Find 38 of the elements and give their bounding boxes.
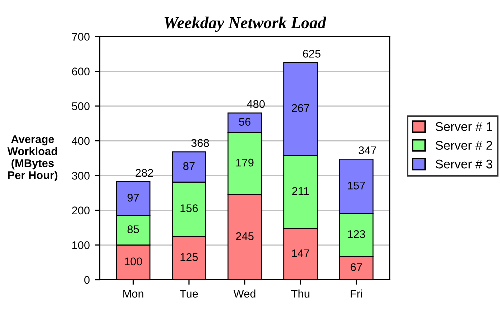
data-label: 211 (292, 187, 310, 196)
data-label: 179 (236, 158, 254, 167)
y-tick-label: 700 (72, 33, 90, 41)
x-tick-label: Fri (350, 290, 362, 298)
data-label: 87 (184, 162, 195, 170)
total-label: 368 (192, 139, 210, 148)
legend-label: Server # 1 (436, 122, 492, 132)
y-tick-label: 400 (72, 137, 90, 146)
data-label: 157 (348, 182, 366, 190)
y-tick-label: 300 (72, 172, 90, 180)
total-label: 480 (247, 100, 265, 108)
total-label: 625 (303, 50, 321, 58)
total-label: 347 (358, 146, 376, 154)
data-label: 123 (348, 230, 366, 238)
data-label: 156 (180, 204, 198, 212)
data-label: 97 (128, 194, 140, 202)
y-tick-label: 600 (72, 68, 90, 76)
data-label: 147 (292, 250, 310, 258)
x-tick-label: Tue (180, 290, 198, 298)
data-label: 267 (292, 104, 310, 112)
legend-label: Server # 2 (436, 141, 492, 150)
x-tick-label: Wed (234, 290, 256, 298)
total-label: 282 (136, 169, 154, 178)
y-tick-label: 200 (72, 206, 90, 215)
chart-title: Weekday Network Load (164, 16, 327, 32)
x-tick-label: Mon (124, 290, 144, 298)
legend-label: Server # 3 (436, 160, 492, 169)
data-label: 85 (128, 226, 140, 234)
data-label: 67 (350, 263, 362, 272)
x-tick-label: Thu (291, 290, 310, 298)
data-label: 100 (125, 258, 142, 266)
data-label: 245 (236, 232, 254, 240)
y-tick-label: 0 (84, 276, 90, 284)
data-label: 56 (239, 118, 251, 126)
y-tick-label: 100 (72, 242, 90, 250)
y-tick-label: 500 (72, 102, 90, 110)
data-label: 125 (180, 253, 198, 262)
y-axis-title: Average Workload (MBytes Per Hour) (8, 136, 58, 182)
